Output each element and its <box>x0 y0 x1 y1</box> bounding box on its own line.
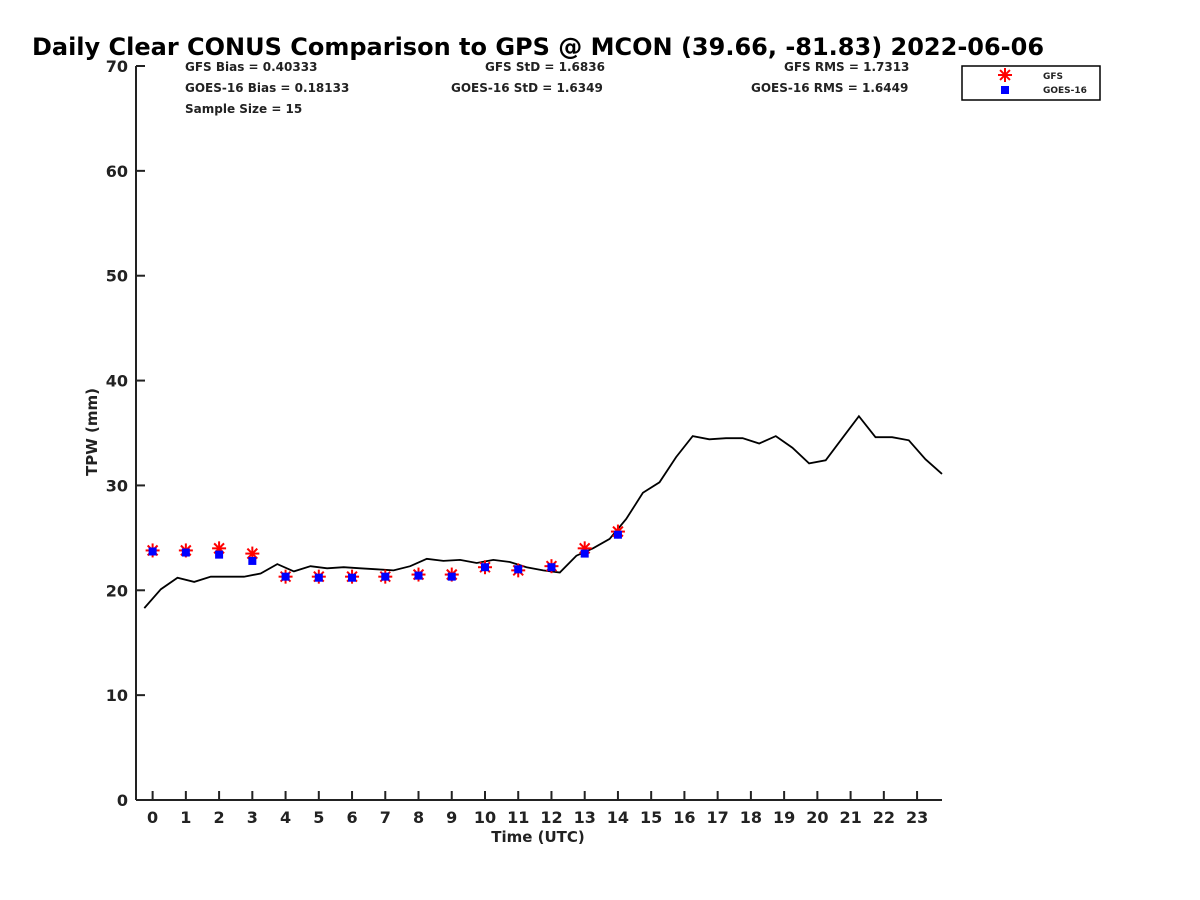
goes-point <box>148 547 157 556</box>
x-tick-label: 2 <box>214 808 225 827</box>
goes-std-stat: GOES-16 StD = 1.6349 <box>451 81 603 95</box>
x-tick-label: 3 <box>247 808 258 827</box>
goes-point <box>480 563 489 572</box>
gfs-std-stat: GFS StD = 1.6836 <box>485 60 605 74</box>
goes-point <box>580 549 589 558</box>
x-tick-label: 7 <box>380 808 391 827</box>
x-axis-label: Time (UTC) <box>491 828 585 846</box>
goes-point <box>281 572 290 581</box>
y-tick-label: 0 <box>117 791 128 810</box>
legend-gfs-marker <box>998 68 1012 82</box>
legend-goes-label: GOES-16 <box>1043 86 1087 96</box>
sample-size-stat: Sample Size = 15 <box>185 102 302 116</box>
y-tick-label: 10 <box>106 686 128 705</box>
x-tick-label: 16 <box>673 808 695 827</box>
goes-point <box>514 565 523 574</box>
goes-point <box>248 556 257 565</box>
x-tick-label: 5 <box>313 808 324 827</box>
stats-annotations: GFS Bias = 0.40333 GOES-16 Bias = 0.1813… <box>185 60 909 116</box>
goes-point <box>314 573 323 582</box>
chart-title: Daily Clear CONUS Comparison to GPS @ MC… <box>32 33 1044 61</box>
goes-point <box>181 548 190 557</box>
goes-rms-stat: GOES-16 RMS = 1.6449 <box>751 81 908 95</box>
legend-box <box>961 65 1101 101</box>
y-tick-label: 30 <box>106 476 128 495</box>
gps-line <box>143 414 943 609</box>
y-tick-label: 70 <box>106 57 128 76</box>
y-tick-label: 20 <box>106 581 128 600</box>
legend-gfs-asterisk <box>998 68 1012 82</box>
goes-bias-stat: GOES-16 Bias = 0.18133 <box>185 81 349 95</box>
goes-point <box>414 571 423 580</box>
x-tick-label: 4 <box>280 808 291 827</box>
x-tick-label: 13 <box>574 808 596 827</box>
x-tick-label: 18 <box>740 808 762 827</box>
x-tick-label: 21 <box>839 808 861 827</box>
x-tick-label: 0 <box>147 808 158 827</box>
x-tick-label: 6 <box>346 808 357 827</box>
legend-gfs-label: GFS <box>1043 72 1063 82</box>
y-tick-label: 50 <box>106 267 128 286</box>
goes-point <box>348 573 357 582</box>
goes-point <box>381 572 390 581</box>
y-tick-label: 60 <box>106 162 128 181</box>
x-tick-label: 19 <box>773 808 795 827</box>
x-tick-label: 14 <box>607 808 629 827</box>
gfs-bias-stat: GFS Bias = 0.40333 <box>185 60 317 74</box>
x-tick-label: 9 <box>446 808 457 827</box>
goes-point <box>547 563 556 572</box>
goes-point <box>613 530 622 539</box>
goes-point <box>447 572 456 581</box>
legend-goes-marker <box>1001 86 1009 94</box>
legend: GFS GOES-16 <box>961 65 1101 101</box>
x-tick-label: 20 <box>806 808 828 827</box>
x-tick-label: 15 <box>640 808 662 827</box>
x-tick-label: 23 <box>906 808 928 827</box>
y-axis-label: TPW (mm) <box>83 388 101 476</box>
x-tick-label: 22 <box>873 808 895 827</box>
gfs-rms-stat: GFS RMS = 1.7313 <box>784 60 909 74</box>
x-tick-label: 17 <box>707 808 729 827</box>
x-tick-label: 10 <box>474 808 496 827</box>
plot-area <box>143 414 943 609</box>
goes-point <box>215 550 224 559</box>
x-tick-label: 1 <box>180 808 191 827</box>
asterisk-stroke <box>246 547 258 560</box>
asterisk-stroke <box>999 69 1011 81</box>
x-tick-label: 12 <box>540 808 562 827</box>
x-tick-label: 11 <box>507 808 529 827</box>
gfs-point <box>245 546 260 561</box>
y-tick-label: 40 <box>106 372 128 391</box>
x-tick-label: 8 <box>413 808 424 827</box>
